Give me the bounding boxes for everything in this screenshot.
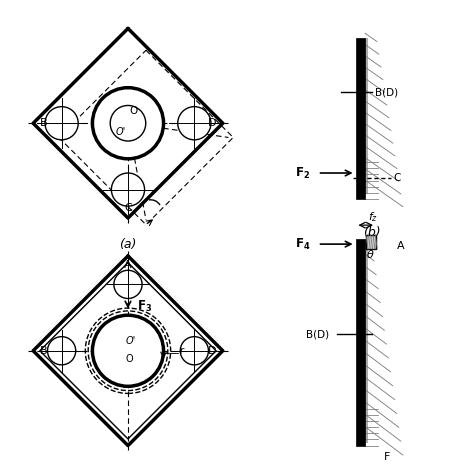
Bar bbox=[366, 235, 376, 249]
Text: B(D): B(D) bbox=[306, 329, 329, 339]
Text: B: B bbox=[40, 118, 47, 128]
Text: B: B bbox=[40, 346, 47, 356]
Text: $\mathbf{F_3}$: $\mathbf{F_3}$ bbox=[137, 299, 152, 314]
Circle shape bbox=[45, 107, 78, 140]
Text: D: D bbox=[208, 118, 217, 128]
Text: $\theta$: $\theta$ bbox=[366, 247, 375, 260]
Text: C: C bbox=[393, 173, 401, 183]
Text: (b): (b) bbox=[363, 226, 381, 239]
Circle shape bbox=[178, 107, 211, 140]
Text: A: A bbox=[397, 241, 405, 252]
Text: B(D): B(D) bbox=[375, 87, 399, 98]
Text: D: D bbox=[208, 346, 217, 356]
Text: C: C bbox=[124, 202, 132, 213]
Bar bbox=[365, 239, 368, 443]
Text: O: O bbox=[126, 354, 133, 365]
Text: A: A bbox=[124, 260, 132, 271]
Circle shape bbox=[47, 337, 76, 365]
Text: $f_z$: $f_z$ bbox=[367, 210, 378, 224]
Circle shape bbox=[92, 315, 164, 386]
Circle shape bbox=[180, 337, 209, 365]
Text: r: r bbox=[180, 346, 184, 356]
Bar bbox=[365, 38, 368, 194]
Text: O: O bbox=[129, 106, 138, 117]
Circle shape bbox=[92, 88, 164, 159]
Text: $\mathbf{F_4}$: $\mathbf{F_4}$ bbox=[295, 237, 310, 252]
Text: O': O' bbox=[125, 336, 136, 346]
Circle shape bbox=[114, 270, 142, 299]
Text: O': O' bbox=[116, 127, 126, 137]
Bar bbox=[356, 239, 365, 446]
Text: (a): (a) bbox=[119, 237, 137, 251]
Text: $\mathbf{F_2}$: $\mathbf{F_2}$ bbox=[295, 165, 310, 181]
Circle shape bbox=[111, 173, 145, 206]
Bar bbox=[356, 38, 365, 199]
Text: F: F bbox=[384, 452, 390, 463]
